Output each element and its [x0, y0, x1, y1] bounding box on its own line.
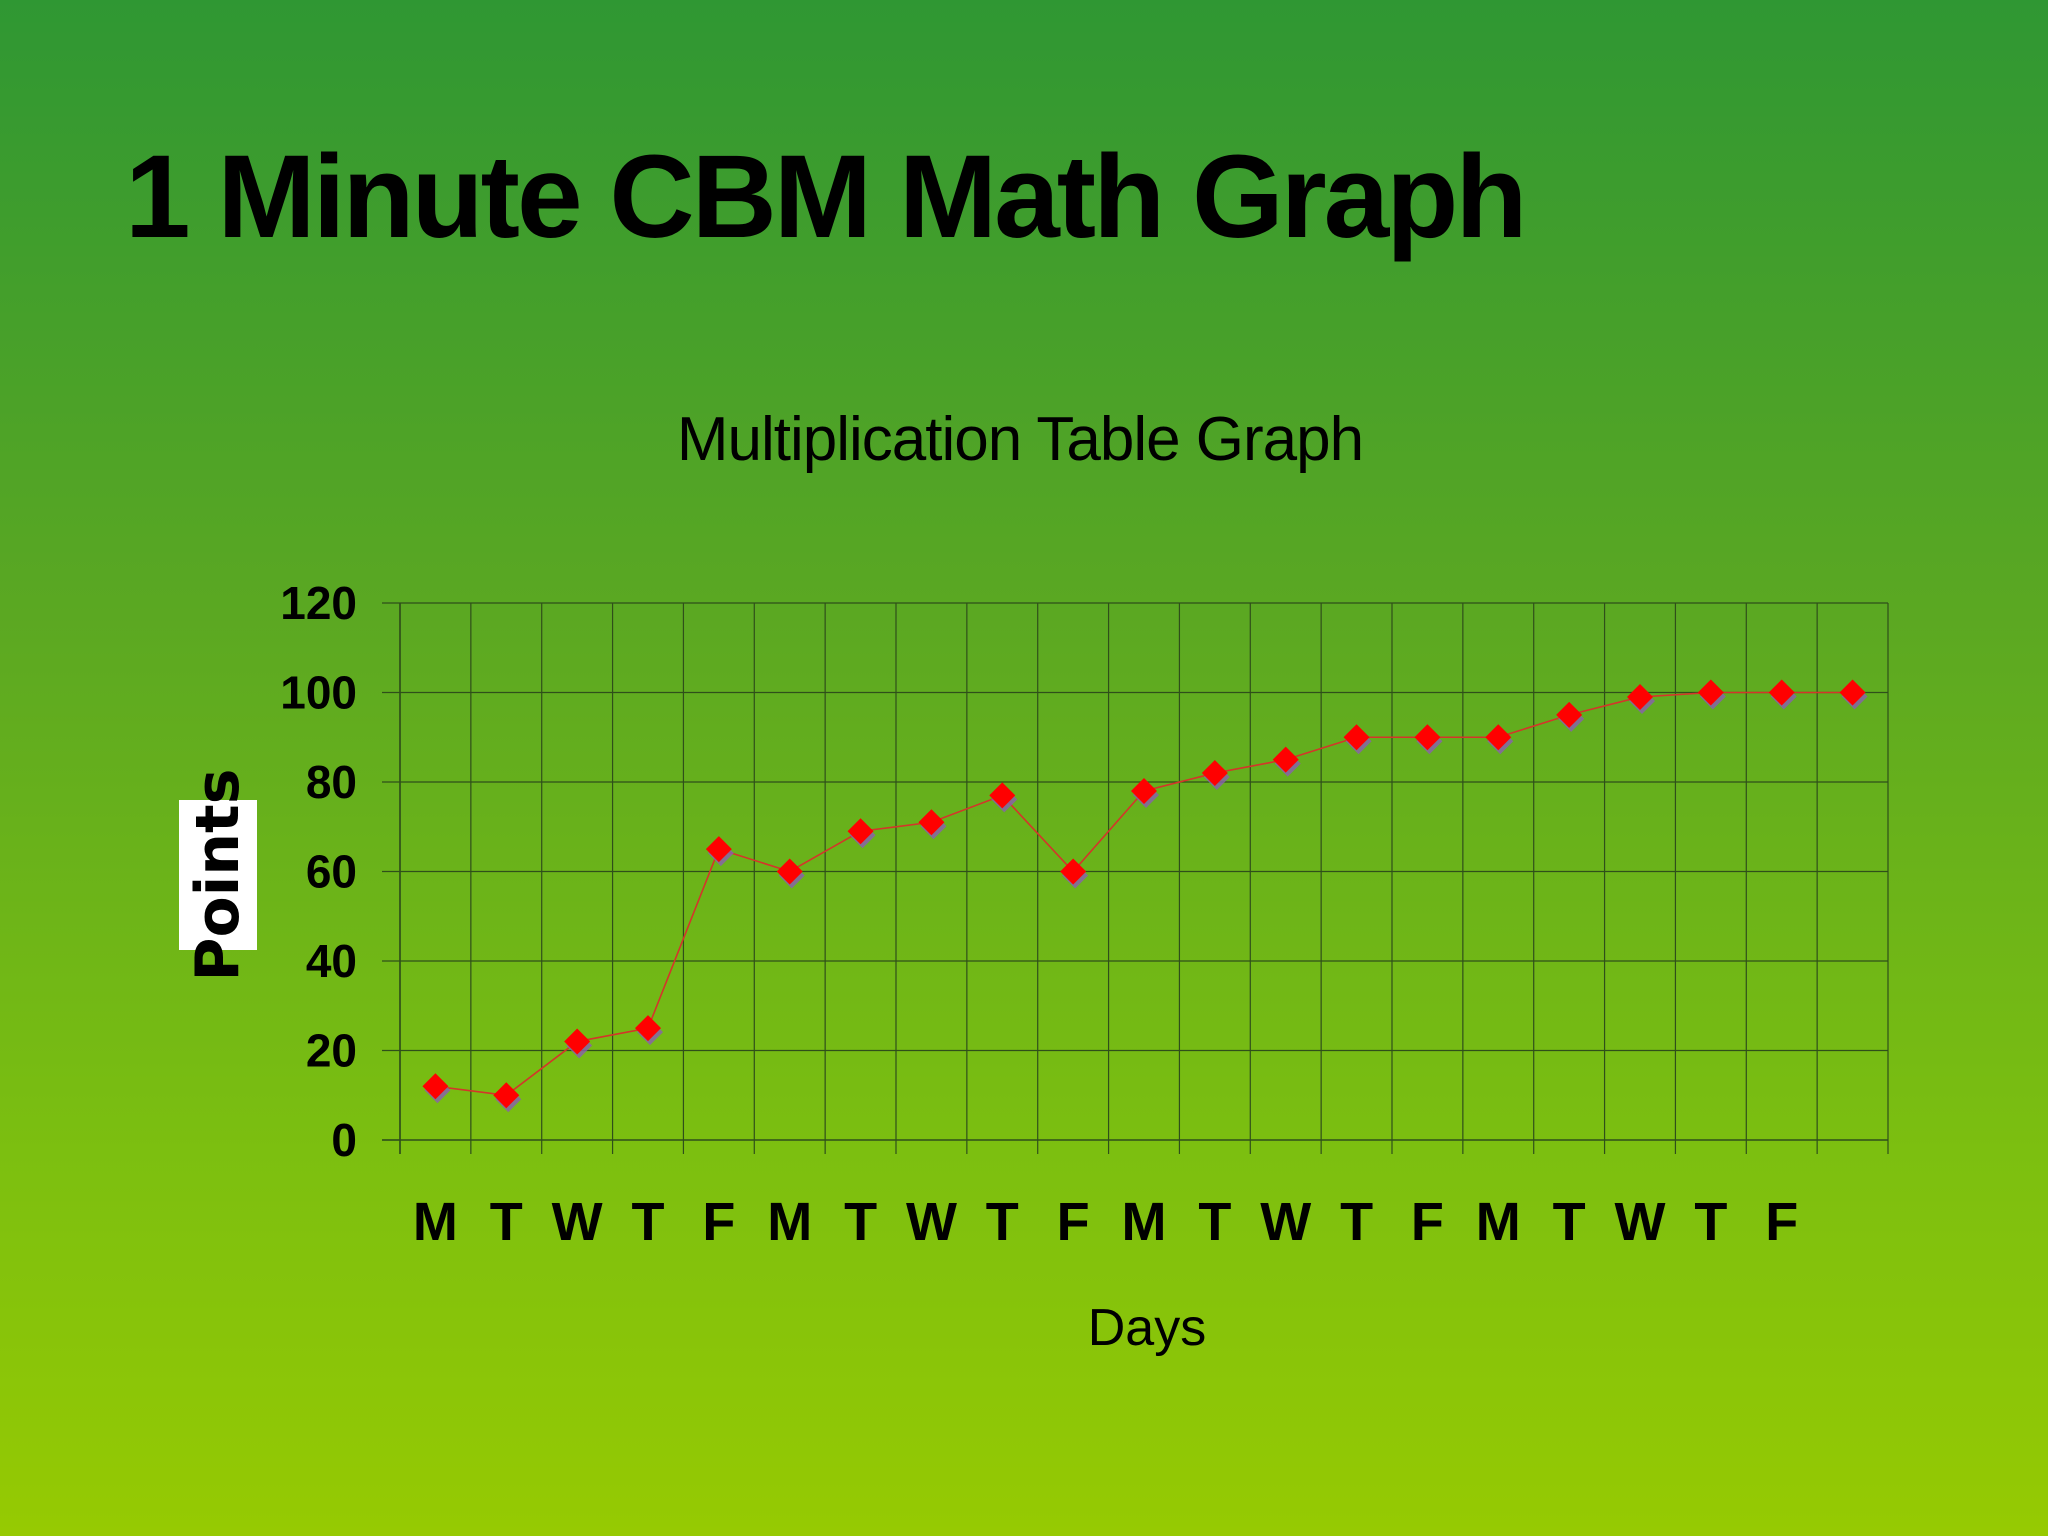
- x-tick-label: W: [906, 1192, 957, 1252]
- data-point: [1272, 746, 1299, 773]
- data-point: [1839, 679, 1866, 706]
- chart-title: Multiplication Table Graph: [677, 405, 1363, 474]
- data-point: [564, 1028, 591, 1055]
- x-tick-label: M: [767, 1192, 812, 1252]
- y-tick-label: 0: [331, 1114, 357, 1166]
- y-tick-label: 100: [280, 667, 357, 719]
- x-tick-label: W: [1260, 1192, 1311, 1252]
- x-tick-label: F: [1765, 1192, 1798, 1252]
- x-tick-label: T: [1198, 1192, 1231, 1252]
- x-tick-label: M: [413, 1192, 458, 1252]
- x-tick-label: W: [1615, 1192, 1666, 1252]
- x-tick-label: W: [552, 1192, 603, 1252]
- x-tick-label: T: [1340, 1192, 1373, 1252]
- y-tick-label: 20: [306, 1025, 357, 1077]
- data-point: [1201, 760, 1228, 787]
- data-point: [1768, 679, 1795, 706]
- y-axis-label: Points: [183, 769, 253, 982]
- y-tick-label: 40: [306, 935, 357, 987]
- grid: [382, 602, 1889, 1154]
- x-axis-label: Days: [1088, 1299, 1206, 1357]
- data-point: [1060, 858, 1087, 885]
- data-point: [635, 1015, 661, 1042]
- y-axis-ticks: 0 20 40 60 80 100 120: [280, 577, 357, 1166]
- data-point: [1343, 724, 1370, 751]
- x-tick-label: T: [844, 1192, 877, 1252]
- y-tick-label: 60: [306, 846, 357, 898]
- data-point: [1627, 683, 1653, 710]
- data-point: [1131, 777, 1157, 804]
- data-point: [493, 1082, 520, 1109]
- x-tick-label: F: [1411, 1192, 1444, 1252]
- data-point: [1556, 701, 1583, 728]
- y-tick-label: 80: [306, 756, 357, 808]
- x-tick-label: M: [1476, 1192, 1521, 1252]
- data-point: [1414, 724, 1441, 751]
- data-point: [705, 836, 732, 863]
- x-tick-label: T: [1553, 1192, 1586, 1252]
- data-point: [776, 858, 803, 885]
- y-axis-label-box: Points: [179, 769, 257, 982]
- x-tick-label: F: [1057, 1192, 1090, 1252]
- x-tick-label: M: [1122, 1192, 1167, 1252]
- data-point: [422, 1073, 449, 1100]
- data-point: [847, 818, 874, 845]
- y-tick-label: 120: [280, 577, 357, 629]
- x-tick-label: T: [1694, 1192, 1727, 1252]
- data-point: [989, 782, 1016, 809]
- data-point: [1697, 679, 1724, 706]
- slide-title: 1 Minute CBM Math Graph: [125, 131, 1527, 263]
- x-tick-label: T: [632, 1192, 665, 1252]
- series-markers: [422, 679, 1868, 1113]
- x-tick-label: F: [702, 1192, 735, 1252]
- data-point: [1485, 724, 1512, 751]
- x-tick-label: T: [986, 1192, 1019, 1252]
- x-tick-label: T: [490, 1192, 523, 1252]
- data-point: [918, 809, 945, 836]
